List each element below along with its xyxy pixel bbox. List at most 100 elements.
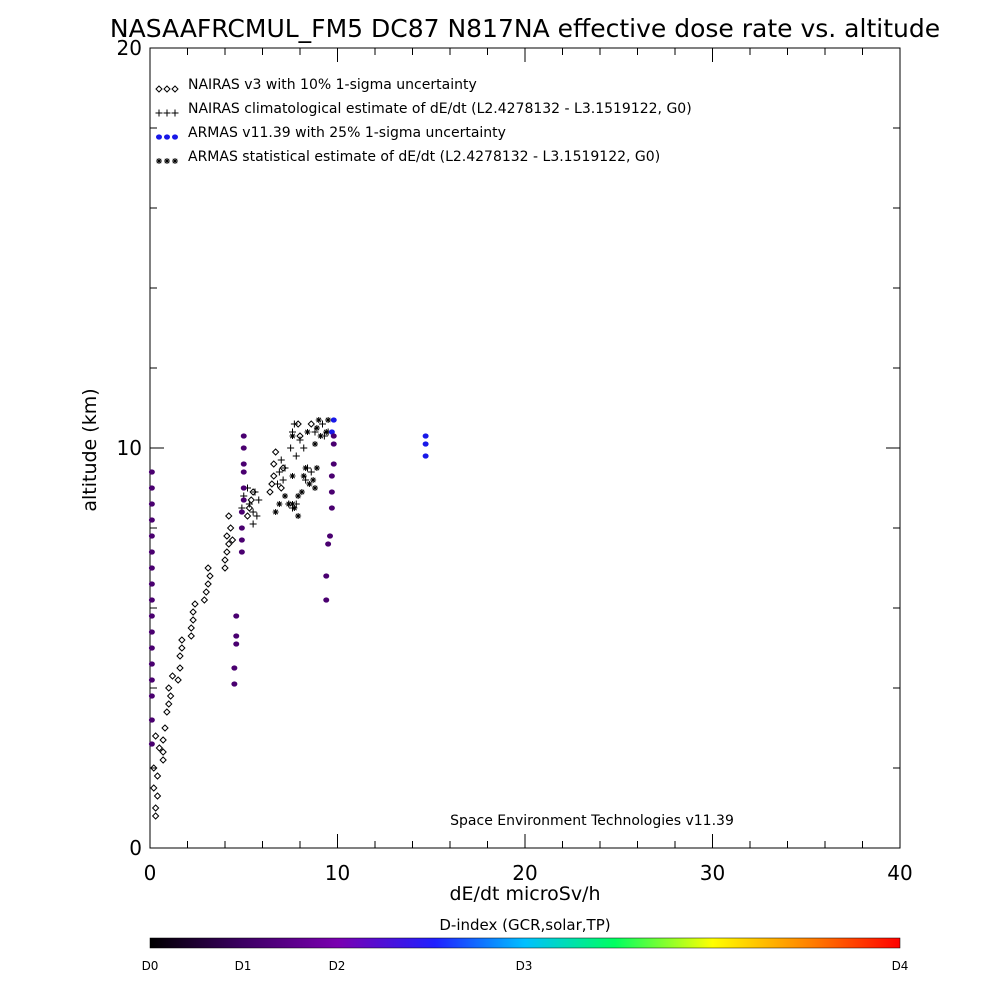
data-point (153, 792, 162, 800)
colorbar (149, 937, 901, 949)
data-point (206, 572, 214, 580)
data-point (302, 465, 309, 471)
data-point (189, 616, 197, 624)
data-point (270, 460, 278, 468)
data-point (294, 420, 302, 428)
data-point (178, 644, 186, 652)
data-point (272, 509, 279, 515)
y-axis-label: altitude (km) (79, 388, 101, 511)
data-point (231, 681, 238, 687)
data-point (266, 488, 274, 496)
data-point (277, 484, 285, 492)
data-point (148, 501, 155, 507)
data-point (240, 497, 247, 503)
legend-marker (163, 85, 171, 93)
data-point (328, 473, 335, 479)
x-tick-label: 0 (144, 861, 157, 885)
data-point (166, 692, 175, 700)
data-point (231, 665, 238, 671)
legend-marker (172, 134, 178, 140)
legend-marker (156, 134, 162, 140)
data-point (282, 493, 288, 499)
data-point (304, 429, 311, 435)
colorbar-label: D0 (142, 959, 159, 973)
data-point (151, 732, 160, 740)
data-point (176, 652, 184, 660)
x-tick-label: 30 (700, 861, 725, 885)
x-tick-label: 20 (512, 861, 537, 885)
legend-label: NAIRAS v3 with 10% 1-sigma uncertainty (188, 77, 477, 93)
data-point (178, 636, 186, 644)
data-point (253, 512, 261, 520)
legend-marker (171, 109, 179, 117)
data-point (228, 536, 237, 544)
data-point (330, 461, 337, 467)
data-point (295, 493, 302, 499)
data-point (328, 429, 335, 435)
data-point (148, 693, 155, 699)
axis-ticks (149, 47, 901, 849)
data-point (277, 456, 285, 464)
data-point (325, 417, 332, 423)
data-point (247, 496, 255, 504)
data-point (330, 433, 337, 439)
data-point (151, 812, 160, 820)
data-point (155, 744, 164, 752)
colorbar-labels: D0 D1 D2 D3 D4 (142, 959, 909, 973)
data-point (148, 661, 155, 667)
data-point (150, 764, 158, 772)
data-point (238, 549, 245, 555)
plot-frame (149, 47, 901, 849)
data-point (200, 596, 209, 604)
data-point (176, 664, 184, 672)
data-point (165, 684, 173, 692)
data-point (319, 420, 326, 428)
data-point (148, 741, 155, 747)
data-point (312, 441, 318, 447)
legend-label: NAIRAS climatological estimate of dE/dt … (188, 101, 692, 117)
colorbar-title: D-index (GCR,solar,TP) (439, 916, 610, 934)
data-point (300, 444, 308, 452)
data-point (148, 565, 155, 571)
colorbar-label: D1 (235, 959, 252, 973)
y-tick-label: 20 (117, 36, 142, 60)
x-axis-label: dE/dt microSv/h (449, 883, 600, 905)
data-point (225, 512, 233, 520)
legend-marker (163, 109, 171, 117)
data-point (226, 524, 235, 532)
legend-marker (164, 134, 170, 140)
x-tick-label: 40 (887, 861, 912, 885)
data-point (225, 540, 233, 548)
data-point (238, 537, 245, 543)
data-point (289, 433, 296, 439)
data-point (165, 700, 173, 708)
data-point (422, 453, 429, 459)
data-point (243, 512, 252, 520)
x-tick-label: 10 (325, 861, 350, 885)
data-point (313, 465, 320, 471)
data-point (422, 441, 429, 447)
data-point (422, 433, 429, 439)
data-point (148, 645, 155, 651)
legend-label: ARMAS v11.39 with 25% 1-sigma uncertaint… (188, 125, 506, 141)
legend-marker (155, 85, 163, 93)
data-point (317, 433, 324, 439)
data-point (148, 469, 155, 475)
data-point (296, 436, 304, 444)
data-point (285, 501, 292, 507)
data-point (221, 564, 229, 572)
data-point (255, 496, 263, 504)
data-point (233, 613, 240, 619)
legend-marker (164, 158, 170, 164)
data-point (148, 517, 155, 523)
data-point (204, 564, 212, 572)
tick-labels: 0 10 20 30 40 0 10 20 (117, 36, 913, 885)
data-point (148, 677, 155, 683)
data-point (148, 581, 155, 587)
colorbar-label: D4 (892, 959, 909, 973)
data-point (328, 505, 335, 511)
data-point (312, 485, 318, 491)
data-point (189, 608, 197, 616)
data-point (249, 520, 257, 528)
